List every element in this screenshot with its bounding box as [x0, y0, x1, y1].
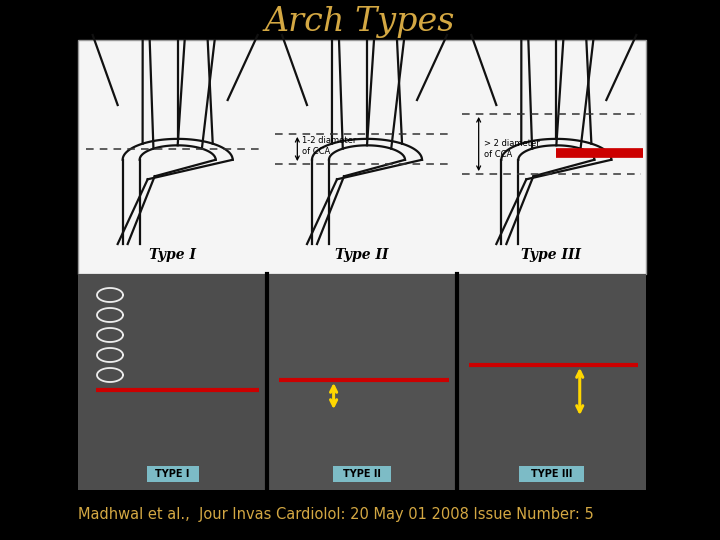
Bar [78, 274, 267, 490]
Text: Type II: Type II [336, 248, 389, 262]
Text: TYPE III: TYPE III [531, 469, 572, 479]
Text: Arch Types: Arch Types [265, 6, 455, 38]
Text: TYPE II: TYPE II [343, 469, 381, 479]
Bar [519, 466, 584, 482]
Text: > 2 diameter
of CCA: > 2 diameter of CCA [484, 139, 539, 159]
Text: 1-2 diameter
of CCA: 1-2 diameter of CCA [302, 136, 356, 156]
Text: Type III: Type III [521, 248, 581, 262]
Bar [78, 40, 646, 274]
Bar [267, 274, 456, 490]
Bar [147, 466, 199, 482]
Text: TYPE I: TYPE I [156, 469, 190, 479]
Bar [456, 274, 646, 490]
Text: Madhwal et al.,  Jour Invas Cardiolol: 20 May 01 2008 Issue Number: 5: Madhwal et al., Jour Invas Cardiolol: 20… [78, 507, 594, 522]
Text: Type I: Type I [149, 248, 196, 262]
Bar [333, 466, 391, 482]
Bar [78, 274, 646, 490]
